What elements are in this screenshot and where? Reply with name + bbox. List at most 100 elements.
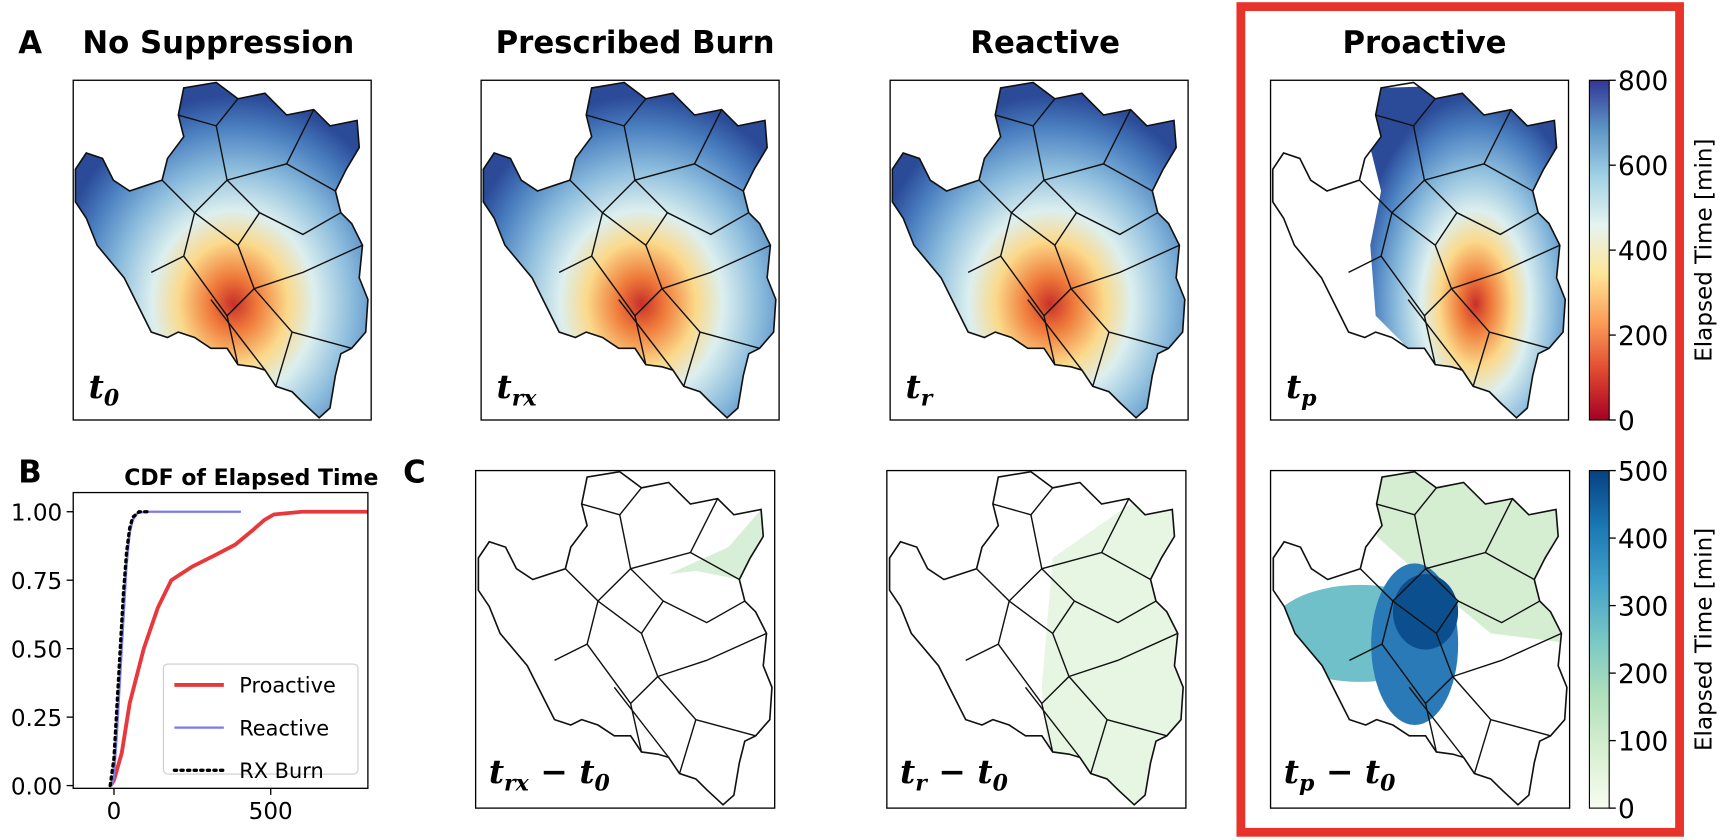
x-tick-label: 500	[249, 799, 293, 825]
map-boundary	[967, 212, 1013, 274]
panel-letter: C	[403, 455, 426, 491]
map	[888, 470, 1184, 806]
colorbar-tick-label: 300	[1618, 592, 1668, 622]
map-label-subscript: rx	[504, 771, 530, 797]
map-boundary	[1070, 244, 1180, 290]
map-boundary	[690, 551, 740, 581]
map-boundary	[992, 487, 1054, 516]
map-label: t0	[89, 367, 120, 412]
map-boundary	[1456, 212, 1539, 236]
map-boundary	[1068, 676, 1108, 774]
map-boundary	[661, 244, 771, 290]
map-boundary	[1484, 551, 1535, 581]
map-label-subscript: rx	[512, 386, 538, 412]
y-tick-label: 1.00	[11, 501, 62, 527]
map-outline	[888, 470, 1184, 806]
map-boundary	[1452, 676, 1492, 774]
map-boundary	[1451, 244, 1561, 290]
map-boundary	[1027, 299, 1083, 371]
map-boundary	[1380, 244, 1453, 317]
map-boundary	[210, 299, 266, 371]
column-title: Prescribed Burn	[496, 25, 775, 61]
colorbar-tick-label: 400	[1618, 237, 1668, 267]
map-boundary	[694, 163, 744, 192]
map-outline	[891, 81, 1186, 419]
map-boundary	[1068, 632, 1179, 678]
map-label-text: − t	[927, 752, 993, 791]
map-fill-group	[668, 509, 767, 580]
map-boundary	[253, 288, 293, 387]
map-label-text: t	[1286, 367, 1301, 406]
colorbar-label: Elapsed Time [min]	[1691, 138, 1717, 361]
map-label-subscript: r	[915, 771, 928, 797]
map-fill	[892, 82, 1185, 418]
map-label-subscript: p	[1299, 771, 1315, 797]
map-boundary	[1106, 718, 1168, 737]
map-boundary	[602, 179, 669, 247]
colorbar-label: Elapsed Time [min]	[1691, 528, 1717, 751]
map-boundary	[965, 600, 1010, 661]
map-outline	[74, 81, 369, 419]
map-label: trx	[497, 367, 538, 412]
map-label-text: − t	[529, 752, 595, 791]
colorbar-tick-label: 200	[1618, 660, 1668, 690]
map-label: trx − t0	[489, 752, 611, 797]
map-boundary	[699, 331, 760, 350]
map-boundary	[618, 299, 674, 371]
map-label-text: t	[497, 367, 512, 406]
map-boundary	[1452, 632, 1562, 678]
map-boundary	[586, 98, 647, 127]
map-outline	[1271, 81, 1567, 419]
map	[477, 470, 773, 806]
map-outline	[1272, 470, 1568, 806]
cdf-line	[108, 510, 149, 788]
panel-letter: A	[18, 25, 42, 61]
map-boundary	[291, 331, 352, 350]
map-boundary	[657, 676, 697, 774]
map-boundary	[613, 686, 670, 758]
map-boundary	[564, 568, 632, 603]
colorbar-tick-label: 0	[1618, 407, 1635, 437]
map-label: tr − t0	[900, 752, 1009, 797]
map-boundary	[623, 109, 723, 182]
highlight-box	[1236, 2, 1684, 837]
map-boundary	[1030, 498, 1130, 570]
map-boundary	[215, 109, 315, 182]
colorbar-tick-label: 800	[1618, 67, 1668, 97]
map-boundary	[178, 98, 239, 127]
map-boundary	[619, 498, 719, 570]
map-boundary	[1392, 568, 1460, 635]
map-boundary	[1412, 109, 1512, 182]
map-boundary	[695, 718, 756, 737]
colorbar-tick-label: 100	[1618, 728, 1668, 758]
map-boundary	[253, 244, 363, 290]
map-boundary	[997, 633, 1070, 705]
map-boundary	[1359, 568, 1427, 603]
map-boundary	[1024, 686, 1081, 758]
legend-label: Reactive	[239, 716, 329, 740]
chart-title: CDF of Elapsed Time	[124, 466, 378, 491]
legend-box	[162, 663, 359, 775]
map	[891, 81, 1186, 419]
map-label: tp	[1286, 367, 1317, 412]
map-boundary	[554, 600, 599, 661]
colorbar-tick-label: 0	[1618, 795, 1635, 825]
map-outline	[482, 81, 777, 419]
x-tick-label: 0	[107, 799, 122, 825]
map	[1271, 81, 1567, 419]
cdf-line	[109, 509, 368, 787]
colorbar-tick-label: 500	[1618, 457, 1668, 487]
map-fill	[1376, 471, 1567, 645]
map-fill	[1041, 471, 1184, 805]
map-boundary	[1483, 163, 1534, 192]
map-boundary	[286, 163, 336, 192]
map-boundary	[662, 600, 746, 624]
map-fill	[1370, 82, 1566, 418]
map-boundary	[1076, 212, 1159, 236]
map-boundary	[1032, 109, 1132, 182]
map-boundary	[1101, 551, 1151, 581]
y-tick-label: 0.00	[11, 774, 62, 800]
column-title: Reactive	[970, 25, 1120, 61]
map-boundary	[586, 633, 659, 705]
